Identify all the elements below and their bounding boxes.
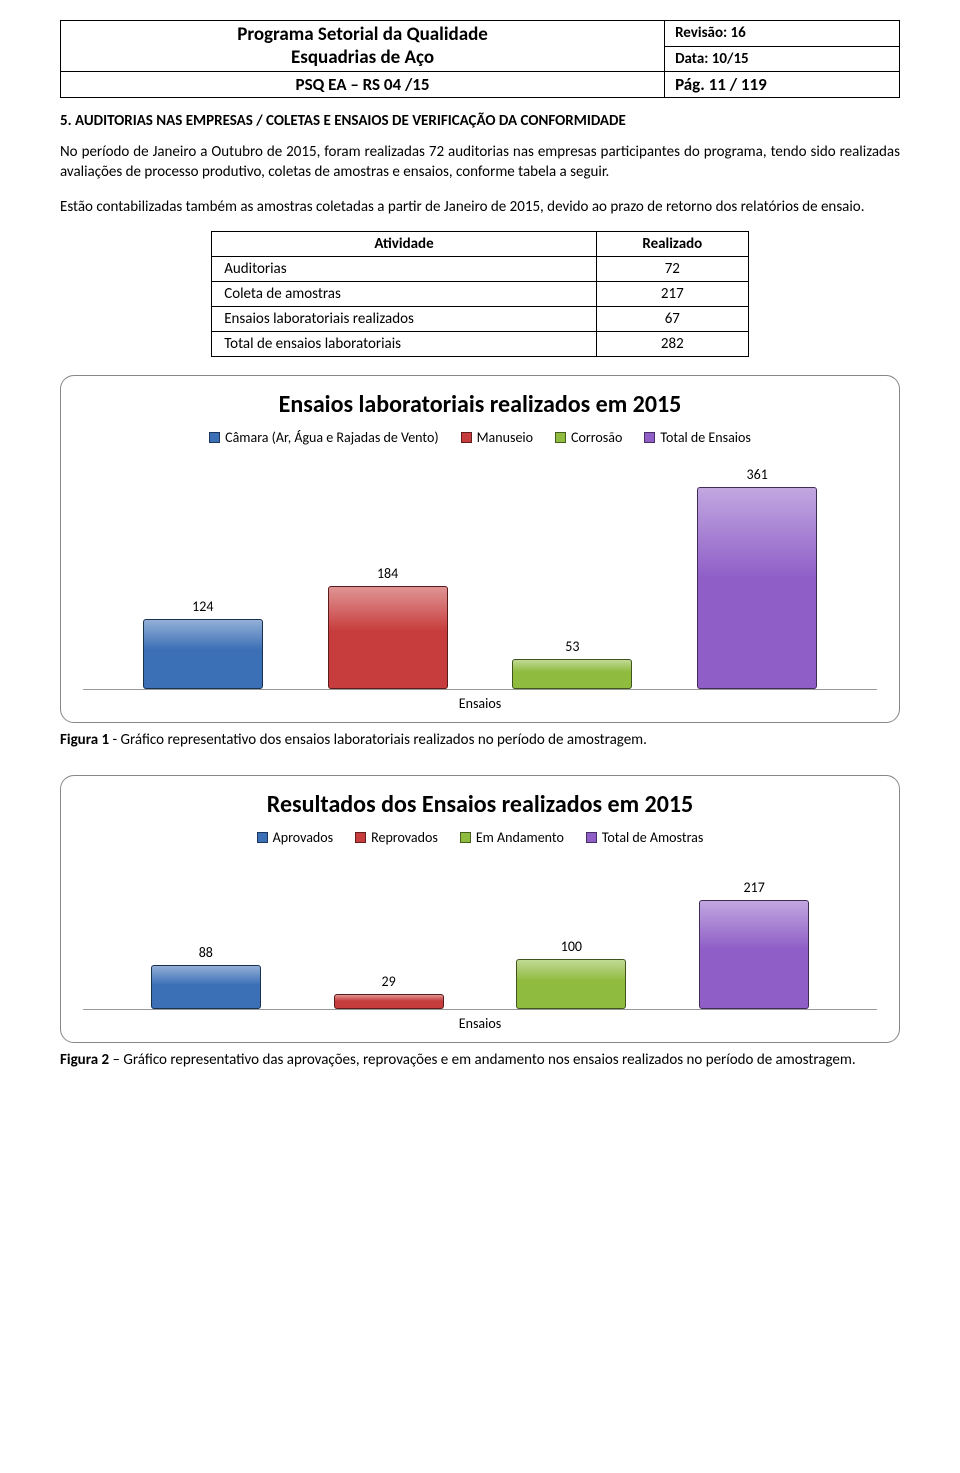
bar	[699, 900, 809, 1009]
swatch-icon	[555, 432, 566, 443]
chart1-title: Ensaios laboratoriais realizados em 2015	[83, 390, 877, 419]
header-title-line2: Esquadrias de Aço	[71, 46, 654, 69]
bar-value: 100	[561, 938, 582, 955]
chart2-plot: 88 29 100 217 Ensaios	[83, 852, 877, 1032]
bar	[328, 586, 448, 689]
chart-resultados: Resultados dos Ensaios realizados em 201…	[60, 775, 900, 1043]
bar-value: 217	[744, 879, 765, 896]
chart1-plot: 124 184 53 361 Ensaios	[83, 452, 877, 712]
header-doc-code: PSQ EA – RS 04 /15	[61, 72, 665, 98]
paragraph-2: Estão contabilizadas também as amostras …	[60, 197, 900, 217]
caption2-rest: – Gráfico representativo das aprovações,…	[109, 1051, 856, 1069]
chart2-legend: Aprovados Reprovados Em Andamento Total …	[83, 829, 877, 846]
header-title-line1: Programa Setorial da Qualidade	[71, 23, 654, 46]
col-activity: Atividade	[212, 231, 597, 256]
header-page: Pág. 11 / 119	[665, 72, 900, 98]
bar-value: 53	[565, 638, 579, 655]
swatch-icon	[355, 832, 366, 843]
paragraph-1: No período de Janeiro a Outubro de 2015,…	[60, 142, 900, 183]
bar-wrap: 100	[511, 938, 631, 1009]
activity-value: 282	[596, 331, 748, 356]
legend-item: Câmara (Ar, Água e Rajadas de Vento)	[209, 429, 438, 446]
bar-wrap: 124	[138, 598, 268, 689]
swatch-icon	[644, 432, 655, 443]
header-title-cell: Programa Setorial da Qualidade Esquadria…	[61, 21, 665, 72]
chart1-legend: Câmara (Ar, Água e Rajadas de Vento) Man…	[83, 429, 877, 446]
header-revision: Revisão: 16	[665, 21, 900, 47]
caption-2: Figura 2 – Gráfico representativo das ap…	[60, 1051, 900, 1069]
header-date: Data: 10/15	[665, 46, 900, 72]
table-row: Auditorias 72	[212, 256, 749, 281]
caption1-rest: - Gráfico representativo dos ensaios lab…	[109, 731, 647, 749]
caption2-bold: Figura 2	[60, 1051, 109, 1069]
legend-label: Total de Amostras	[602, 829, 704, 846]
activity-label: Auditorias	[212, 256, 597, 281]
bar-wrap: 88	[146, 944, 266, 1009]
bar-value: 361	[747, 466, 768, 483]
bar-wrap: 361	[692, 466, 822, 689]
legend-item: Em Andamento	[460, 829, 564, 846]
bar-value: 29	[381, 973, 395, 990]
document-header: Programa Setorial da Qualidade Esquadria…	[60, 20, 900, 98]
activity-value: 72	[596, 256, 748, 281]
bar	[697, 487, 817, 689]
swatch-icon	[209, 432, 220, 443]
activity-label: Ensaios laboratoriais realizados	[212, 306, 597, 331]
bar	[143, 619, 263, 689]
table-row: Ensaios laboratoriais realizados 67	[212, 306, 749, 331]
bar-value: 88	[199, 944, 213, 961]
bar	[516, 959, 626, 1009]
bar-wrap: 53	[507, 638, 637, 689]
bar-value: 184	[377, 565, 398, 582]
activity-label: Coleta de amostras	[212, 281, 597, 306]
legend-label: Manuseio	[477, 429, 533, 446]
legend-label: Aprovados	[273, 829, 333, 846]
legend-label: Em Andamento	[476, 829, 564, 846]
table-row: Total de ensaios laboratoriais 282	[212, 331, 749, 356]
bar-value: 124	[192, 598, 213, 615]
activity-value: 67	[596, 306, 748, 331]
swatch-icon	[460, 832, 471, 843]
col-done: Realizado	[596, 231, 748, 256]
swatch-icon	[586, 832, 597, 843]
bar-wrap: 184	[323, 565, 453, 689]
activity-table: Atividade Realizado Auditorias 72 Coleta…	[211, 231, 749, 357]
chart2-title: Resultados dos Ensaios realizados em 201…	[83, 790, 877, 819]
caption1-bold: Figura 1	[60, 731, 109, 749]
bar	[512, 659, 632, 689]
table-row: Coleta de amostras 217	[212, 281, 749, 306]
legend-label: Reprovados	[371, 829, 438, 846]
bar-wrap: 29	[329, 973, 449, 1009]
legend-item: Total de Amostras	[586, 829, 704, 846]
legend-item: Reprovados	[355, 829, 438, 846]
swatch-icon	[461, 432, 472, 443]
section-heading: 5. AUDITORIAS NAS EMPRESAS / COLETAS E E…	[60, 112, 900, 130]
legend-item: Manuseio	[461, 429, 533, 446]
legend-item: Aprovados	[257, 829, 333, 846]
chart2-bars: 88 29 100 217	[83, 879, 877, 1010]
swatch-icon	[257, 832, 268, 843]
bar	[334, 994, 444, 1009]
legend-label: Corrosão	[571, 429, 622, 446]
legend-label: Total de Ensaios	[660, 429, 751, 446]
bar-wrap: 217	[694, 879, 814, 1009]
bar	[151, 965, 261, 1009]
chart2-xaxis: Ensaios	[83, 1015, 877, 1032]
legend-item: Corrosão	[555, 429, 622, 446]
legend-label: Câmara (Ar, Água e Rajadas de Vento)	[225, 429, 438, 446]
activity-value: 217	[596, 281, 748, 306]
chart1-xaxis: Ensaios	[83, 695, 877, 712]
chart1-bars: 124 184 53 361	[83, 466, 877, 690]
activity-label: Total de ensaios laboratoriais	[212, 331, 597, 356]
caption-1: Figura 1 - Gráfico representativo dos en…	[60, 731, 900, 749]
chart-ensaios: Ensaios laboratoriais realizados em 2015…	[60, 375, 900, 723]
legend-item: Total de Ensaios	[644, 429, 751, 446]
